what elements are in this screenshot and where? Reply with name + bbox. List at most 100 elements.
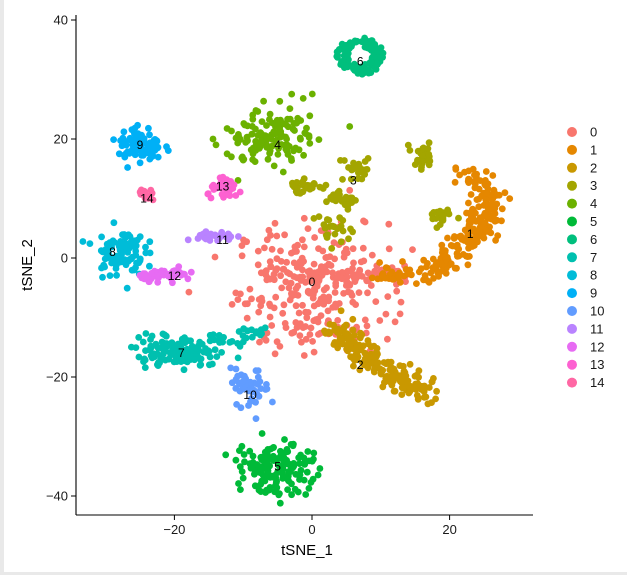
- point-cluster-3: [337, 238, 345, 246]
- legend-item-12: 12: [567, 339, 604, 354]
- point-cluster-0: [292, 302, 300, 310]
- point-cluster-4: [308, 90, 316, 98]
- point-cluster-1: [455, 252, 463, 260]
- point-cluster-3: [350, 159, 357, 167]
- point-cluster-0: [311, 285, 318, 293]
- legend-item-1: 1: [567, 142, 597, 157]
- point-cluster-3: [339, 176, 346, 183]
- point-cluster-0: [311, 234, 318, 241]
- point-cluster-1: [498, 217, 505, 225]
- cluster-1-points: [368, 164, 514, 287]
- legend-swatch-10: [567, 306, 577, 316]
- point-cluster-8: [133, 236, 141, 244]
- point-cluster-1: [379, 270, 387, 277]
- point-cluster-2: [413, 371, 421, 379]
- point-cluster-2: [330, 341, 338, 348]
- point-cluster-2: [345, 331, 352, 339]
- point-cluster-0: [302, 335, 310, 343]
- point-cluster-7: [142, 330, 150, 337]
- point-cluster-0: [409, 246, 416, 254]
- point-cluster-5: [262, 489, 269, 496]
- point-cluster-0: [334, 317, 342, 324]
- point-cluster-1: [432, 260, 440, 268]
- point-cluster-1: [429, 255, 437, 263]
- frame-edge-left: [0, 0, 4, 575]
- point-cluster-9: [145, 124, 152, 132]
- point-cluster-0: [384, 335, 391, 343]
- point-cluster-8: [142, 243, 149, 251]
- point-cluster-5: [272, 471, 279, 479]
- point-cluster-2: [377, 370, 385, 378]
- point-cluster-8: [115, 259, 123, 266]
- point-cluster-2: [398, 391, 406, 398]
- point-cluster-3: [336, 195, 343, 203]
- point-cluster-4: [253, 140, 261, 148]
- point-cluster-11: [222, 233, 230, 241]
- point-cluster-5: [284, 486, 291, 493]
- point-cluster-7: [165, 355, 173, 363]
- point-cluster-8: [112, 265, 120, 272]
- point-cluster-4: [260, 97, 267, 105]
- legend-item-10: 10: [567, 304, 604, 319]
- point-cluster-2: [412, 386, 420, 393]
- point-cluster-5: [251, 470, 258, 478]
- point-cluster-0: [299, 266, 306, 274]
- point-cluster-2: [370, 368, 378, 376]
- point-cluster-1: [368, 274, 376, 282]
- point-cluster-1: [456, 233, 463, 241]
- point-cluster-0: [271, 350, 279, 358]
- point-cluster-4: [299, 95, 307, 102]
- point-cluster-2: [418, 382, 425, 390]
- point-cluster-1: [453, 264, 460, 272]
- point-cluster-2: [406, 384, 414, 391]
- point-cluster-12: [143, 274, 151, 281]
- point-cluster-0: [397, 298, 405, 306]
- point-cluster-1: [464, 261, 472, 269]
- point-cluster-9: [131, 151, 139, 159]
- point-cluster-9: [149, 152, 157, 160]
- point-cluster-7: [228, 338, 236, 345]
- point-cluster-0: [368, 251, 376, 259]
- point-cluster-0: [261, 244, 268, 252]
- point-cluster-5: [263, 458, 271, 465]
- point-cluster-0: [306, 289, 313, 297]
- point-cluster-7: [148, 332, 156, 340]
- legend-item-8: 8: [567, 268, 597, 283]
- point-cluster-4: [266, 149, 273, 157]
- point-cluster-4: [286, 105, 294, 112]
- point-cluster-2: [428, 378, 436, 386]
- point-cluster-2: [379, 383, 387, 391]
- point-cluster-0: [314, 300, 322, 308]
- legend-item-3: 3: [567, 178, 597, 193]
- point-cluster-2: [390, 387, 398, 395]
- point-cluster-0: [331, 289, 339, 296]
- point-cluster-0: [246, 285, 254, 293]
- legend-item-7: 7: [567, 250, 597, 265]
- point-cluster-5: [284, 476, 292, 484]
- point-cluster-0: [241, 300, 249, 308]
- point-cluster-5: [232, 456, 240, 464]
- point-cluster-0: [376, 317, 384, 324]
- point-cluster-13: [210, 186, 218, 193]
- point-cluster-7: [248, 333, 256, 341]
- point-cluster-7: [178, 335, 186, 343]
- point-cluster-4: [234, 177, 242, 184]
- point-cluster-0: [320, 300, 328, 308]
- point-cluster-1: [441, 247, 449, 255]
- point-cluster-1: [406, 266, 414, 274]
- point-cluster-8: [128, 266, 136, 274]
- point-cluster-5: [270, 444, 277, 451]
- point-cluster-4: [239, 156, 247, 164]
- cluster-9-points: [110, 121, 172, 171]
- point-cluster-0: [263, 236, 271, 244]
- point-cluster-1: [415, 268, 423, 276]
- point-cluster-5: [314, 471, 322, 479]
- cluster-label-12: 12: [168, 269, 182, 283]
- point-cluster-5: [303, 468, 311, 476]
- point-cluster-2: [433, 387, 440, 395]
- point-cluster-10: [262, 386, 269, 393]
- legend-item-14: 14: [567, 375, 604, 390]
- point-cluster-0: [384, 293, 392, 300]
- point-cluster-5: [284, 448, 292, 455]
- point-cluster-5: [272, 479, 280, 486]
